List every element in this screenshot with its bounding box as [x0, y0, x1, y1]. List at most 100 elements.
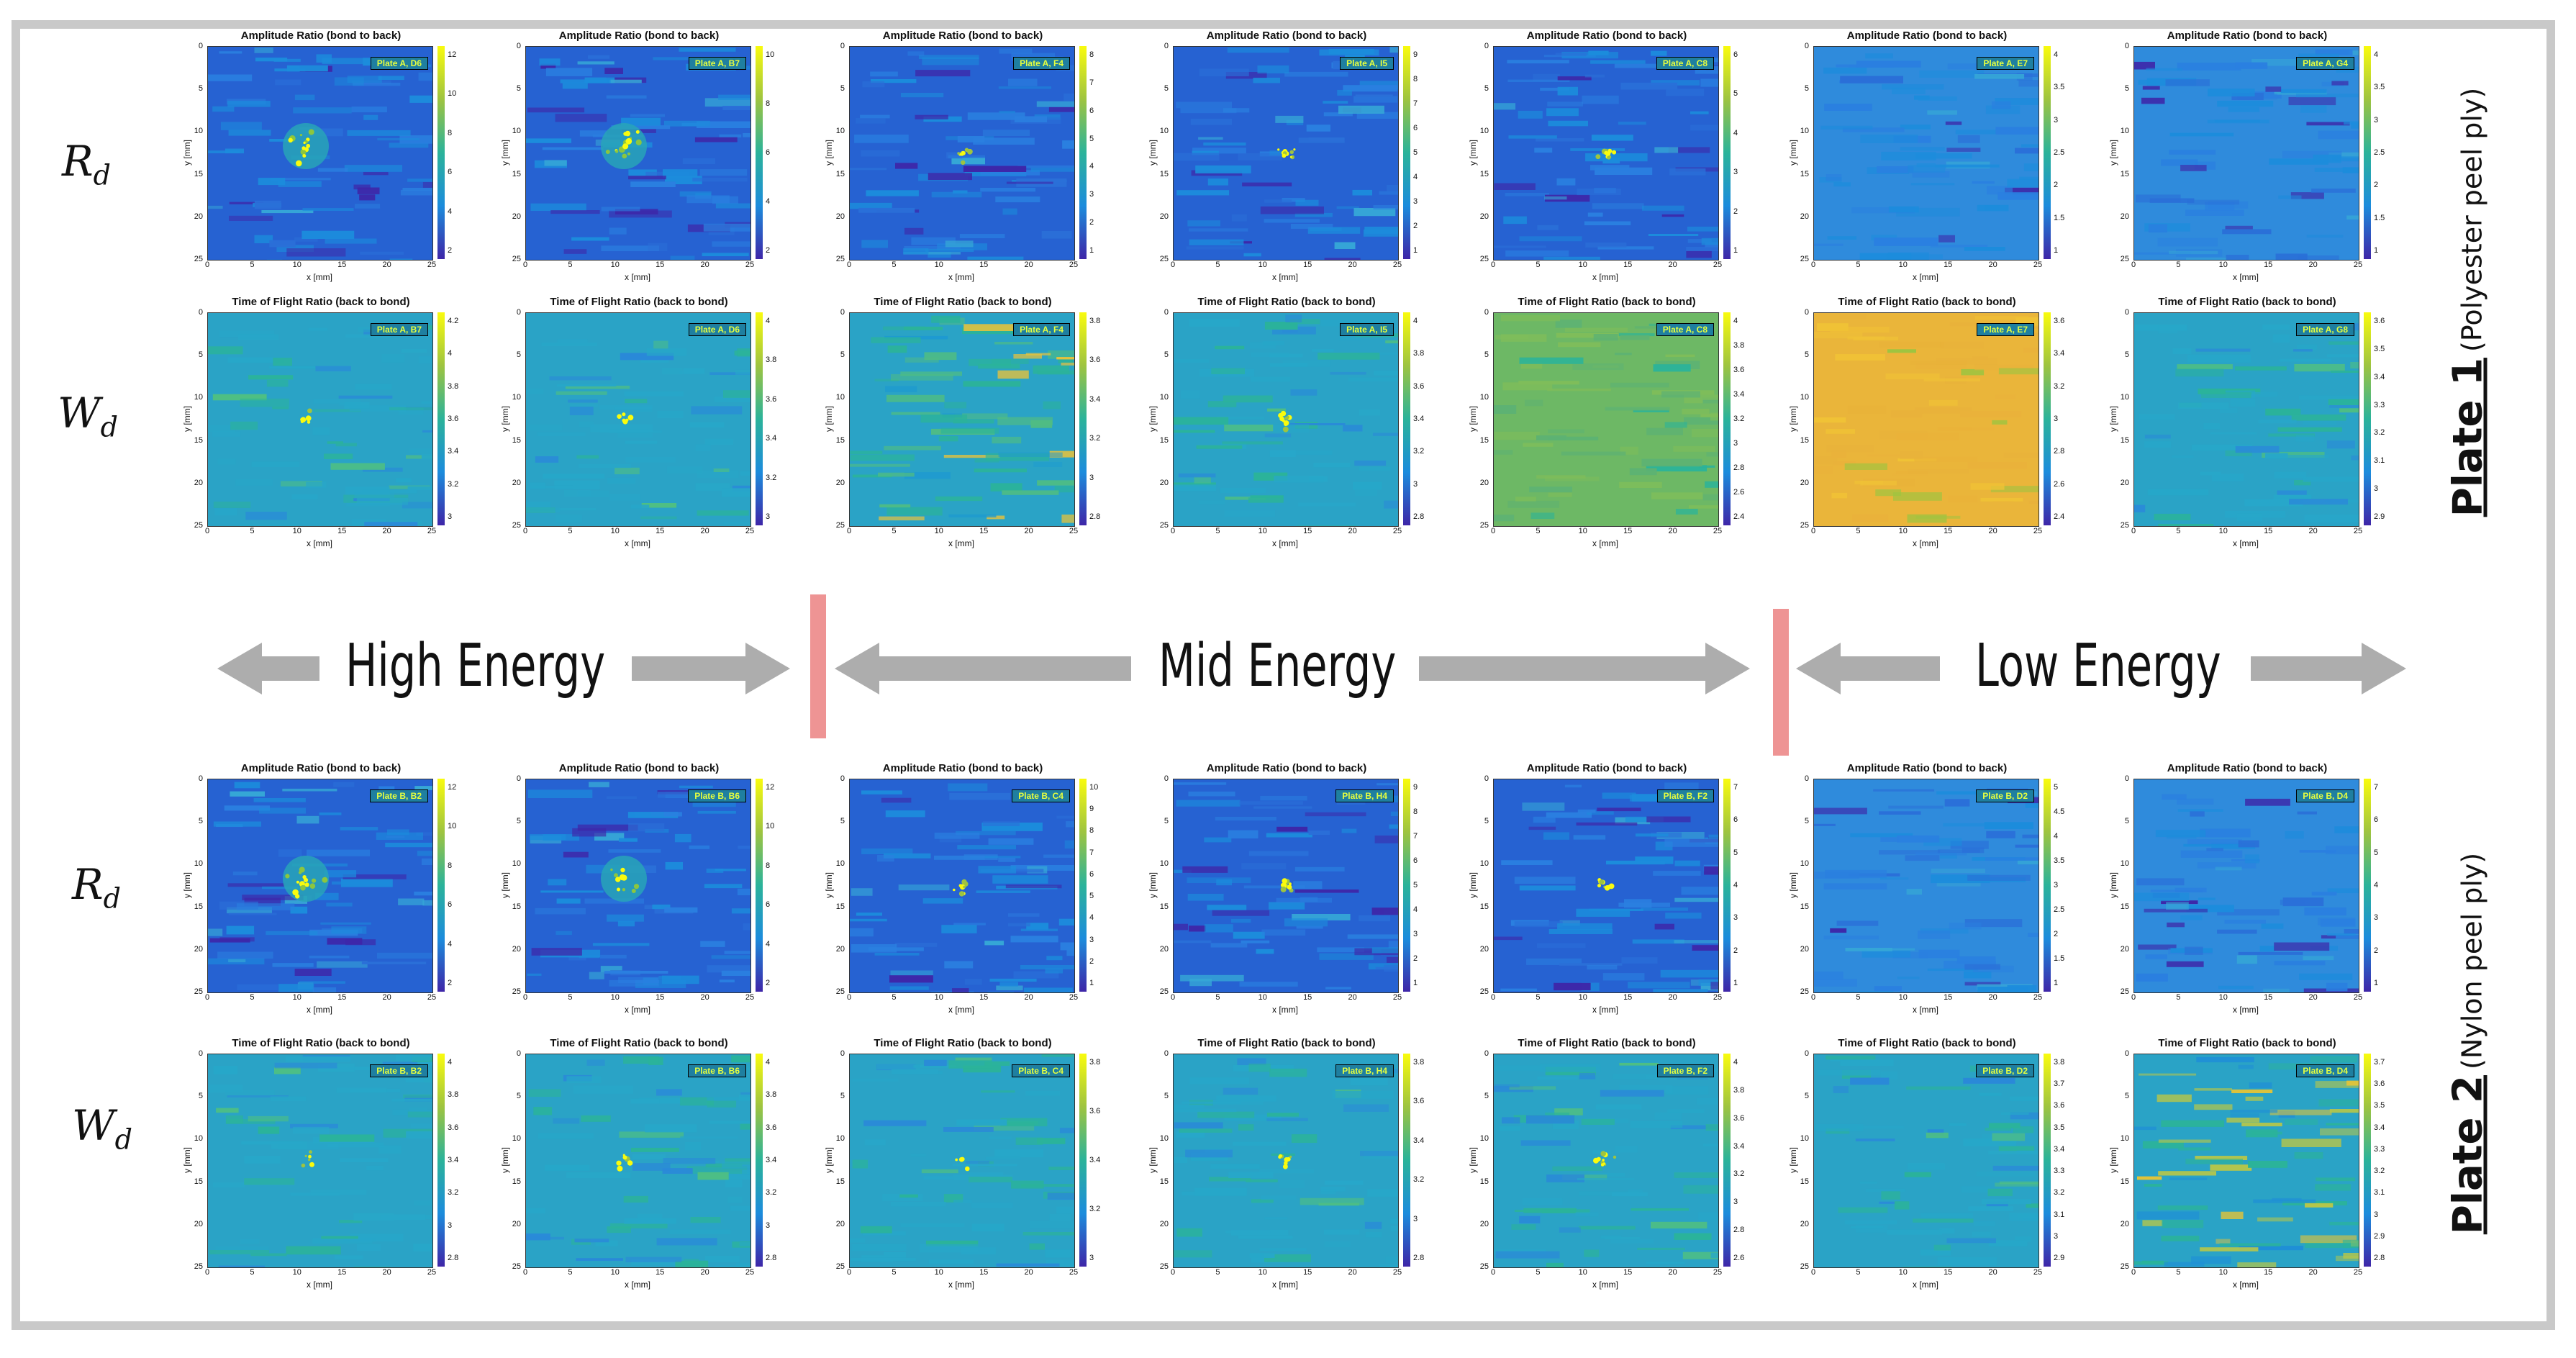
colorbar-tick-label: 12	[448, 783, 457, 792]
heatmap-plot: Plate A, D6	[207, 46, 433, 261]
defect-spot	[1284, 416, 1288, 420]
colorbar-tick-label: 5	[1413, 881, 1418, 890]
y-tick-label: 5	[1804, 817, 1809, 826]
heatmap-streak	[1988, 1151, 2038, 1155]
colorbar	[1403, 779, 1410, 992]
heatmap-streak	[998, 452, 1063, 457]
colorbar-tick-label: 1	[2054, 246, 2059, 255]
heatmap-streak	[1814, 807, 1867, 815]
colorbar-tick-label: 3.8	[1413, 349, 1425, 358]
heatmap-streak	[391, 1098, 432, 1102]
colorbar-tick-label: 3.5	[2054, 1123, 2065, 1132]
heatmap-streak	[530, 834, 566, 841]
heatmap-streak	[244, 897, 281, 906]
y-axis-ticks: 0 5 10 15 20 25	[2112, 774, 2131, 996]
heatmap-streak	[1653, 989, 1708, 992]
heatmap-streak	[1610, 382, 1669, 388]
heatmap-streak	[1859, 1181, 1878, 1184]
y-axis-ticks: 0 5 10 15 20 25	[1471, 774, 1490, 996]
heatmap-streak	[874, 379, 899, 381]
specimen-label: Plate B, B6	[688, 789, 746, 802]
heatmap-streak	[1927, 968, 1979, 972]
heatmap-streak	[1323, 1229, 1360, 1235]
x-tick-label: 20	[700, 261, 709, 269]
heatmap-plot: Plate A, I5	[1173, 46, 1399, 261]
y-tick-label: 5	[2124, 817, 2129, 826]
heatmap-streak	[994, 342, 1033, 345]
heatmap-streak	[1892, 952, 1928, 959]
x-tick-label: 10	[1898, 261, 1908, 269]
y-tick-label: 15	[194, 902, 203, 911]
colorbar-tick-label: 8	[1089, 826, 1094, 836]
heatmap-streak	[1216, 1095, 1276, 1102]
panel-title: Amplitude Ratio (bond to back)	[1526, 762, 1687, 774]
heatmap-streak	[262, 886, 303, 890]
heatmap-streak	[696, 121, 750, 128]
plate2-label: Plate 2(Nylon peel ply)	[2445, 770, 2492, 1317]
heatmap-streak	[1831, 492, 1848, 499]
heatmap-streak	[2291, 414, 2346, 421]
heatmap-streak	[973, 137, 1035, 145]
heatmap-streak	[2328, 152, 2359, 158]
y-tick-label: 20	[512, 478, 521, 487]
scan-panel: Amplitude Ratio (bond to back) Plate B, D…	[1788, 761, 2064, 1033]
heatmap-streak	[724, 951, 750, 954]
heatmap-streak	[1266, 1118, 1308, 1121]
heatmap-streak	[948, 1060, 992, 1069]
heatmap-streak	[1021, 1184, 1074, 1187]
heatmap-streak	[1687, 239, 1712, 243]
heatmap-streak	[299, 981, 345, 984]
panel-title: Time of Flight Ratio (back to bond)	[1838, 296, 2016, 308]
heatmap-streak	[2145, 954, 2167, 959]
heatmap-streak	[1918, 931, 1951, 939]
heatmap-streak	[607, 796, 637, 800]
heatmap-streak	[2289, 499, 2348, 505]
heatmap-streak	[1204, 837, 1232, 843]
colorbar-ticks: 3.7 3.6 3.5 3.4 3.3 3.2 3.1 3 2.9 2.8	[2374, 1054, 2391, 1267]
heatmap-streak	[1043, 401, 1061, 409]
heatmap-streak	[915, 70, 971, 77]
heatmap-streak	[312, 427, 330, 435]
heatmap-streak	[1906, 889, 1922, 895]
heatmap-streak	[2134, 504, 2146, 512]
heatmap-streak	[918, 55, 979, 59]
y-tick-label: 25	[835, 255, 845, 263]
heatmap-streak	[212, 431, 240, 437]
heatmap-streak	[272, 407, 289, 409]
colorbar-ticks: 3.8 3.6 3.4 3.2 3	[1089, 1054, 1107, 1267]
y-axis-label: y [mm]	[1788, 140, 1798, 166]
heatmap-streak	[722, 1162, 750, 1169]
heatmap-streak	[1974, 364, 2034, 371]
heatmap-streak	[414, 891, 432, 896]
heatmap-streak	[1615, 1146, 1638, 1153]
heatmap-streak	[1874, 986, 1902, 992]
heatmap-streak	[1367, 1189, 1398, 1197]
heatmap-streak	[1387, 184, 1398, 191]
heatmap-streak	[1602, 158, 1620, 164]
heatmap-streak	[600, 954, 627, 959]
heatmap-streak	[884, 1252, 906, 1260]
heatmap-streak	[1237, 1058, 1266, 1066]
heatmap-streak	[1377, 783, 1398, 786]
heatmap-streak	[1022, 1232, 1074, 1236]
y-tick-label: 10	[2120, 1134, 2129, 1144]
colorbar-tick-label: 3.6	[1089, 356, 1101, 365]
heatmap-streak	[549, 376, 612, 381]
heatmap-streak	[330, 463, 385, 470]
heatmap-streak	[214, 508, 237, 516]
heatmap-streak	[1174, 1250, 1212, 1258]
heatmap-streak	[530, 203, 586, 211]
colorbar-tick-label: 3.4	[1413, 1136, 1425, 1145]
y-tick-label: 20	[835, 212, 845, 221]
colorbar-tick-label: 2.8	[1413, 512, 1425, 521]
colorbar-tick-label: 2.8	[1413, 1254, 1425, 1262]
heatmap-streak	[1913, 1218, 1974, 1223]
heatmap-streak	[2329, 404, 2359, 408]
y-axis-ticks: 0 5 10 15 20 25	[186, 42, 204, 263]
high-energy-left-arrow	[217, 643, 262, 694]
heatmap-streak	[2311, 892, 2337, 896]
y-tick-label: 20	[1479, 478, 1489, 487]
heatmap-streak	[2298, 53, 2339, 58]
colorbar-tick-label: 12	[766, 783, 775, 792]
heatmap-streak	[413, 1200, 432, 1206]
